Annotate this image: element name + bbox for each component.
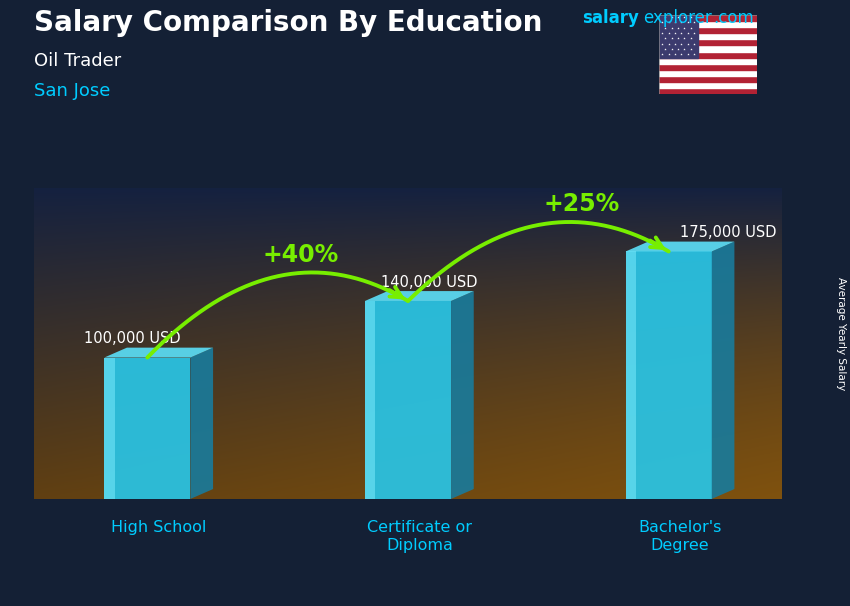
Bar (659, 76, 756, 82)
Text: San Jose: San Jose (34, 82, 110, 100)
Text: High School: High School (111, 520, 207, 535)
Text: Certificate or
Diploma: Certificate or Diploma (367, 520, 472, 553)
Text: +25%: +25% (544, 192, 620, 216)
Polygon shape (105, 358, 190, 499)
Polygon shape (365, 291, 473, 301)
Bar (659, 58, 756, 64)
Bar (659, 45, 756, 52)
Text: Salary Comparison By Education: Salary Comparison By Education (34, 9, 542, 37)
Polygon shape (626, 251, 636, 499)
Polygon shape (365, 301, 375, 499)
Bar (659, 82, 756, 88)
Polygon shape (626, 242, 734, 251)
Polygon shape (105, 348, 213, 358)
Polygon shape (365, 301, 451, 499)
Text: Average Yearly Salary: Average Yearly Salary (836, 277, 846, 390)
Text: .com: .com (713, 9, 754, 27)
Text: +40%: +40% (263, 243, 339, 267)
Polygon shape (105, 358, 115, 499)
Text: explorer: explorer (643, 9, 712, 27)
Bar (659, 15, 698, 58)
Bar (659, 15, 756, 21)
Text: 175,000 USD: 175,000 USD (680, 225, 777, 240)
Bar (659, 33, 756, 39)
Polygon shape (626, 251, 711, 499)
Polygon shape (711, 242, 734, 499)
Bar (659, 88, 756, 94)
Text: 140,000 USD: 140,000 USD (381, 275, 478, 290)
Text: Bachelor's
Degree: Bachelor's Degree (638, 520, 722, 553)
Bar (659, 21, 756, 27)
Text: 100,000 USD: 100,000 USD (84, 331, 180, 346)
Bar (659, 27, 756, 33)
Bar (659, 52, 756, 58)
Polygon shape (190, 348, 213, 499)
Text: salary: salary (582, 9, 639, 27)
Polygon shape (451, 291, 473, 499)
Bar (659, 64, 756, 70)
Bar (659, 39, 756, 45)
Text: Oil Trader: Oil Trader (34, 52, 122, 70)
Bar (659, 70, 756, 76)
